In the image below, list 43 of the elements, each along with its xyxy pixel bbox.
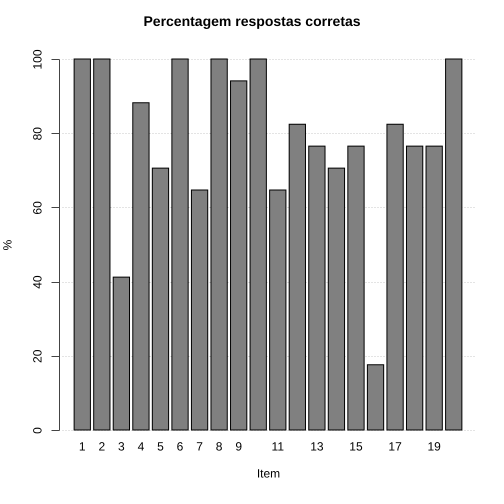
x-tick-label: 4 bbox=[138, 440, 145, 454]
x-tick-label: 11 bbox=[272, 440, 284, 454]
x-tick-label: 19 bbox=[428, 440, 442, 454]
bar bbox=[426, 146, 443, 430]
bar bbox=[250, 58, 267, 430]
y-tick-label: 80 bbox=[30, 126, 44, 140]
x-tick-label: 7 bbox=[196, 440, 204, 454]
bar bbox=[445, 58, 462, 430]
y-tick-label: 0 bbox=[30, 426, 44, 434]
x-tick-label: 3 bbox=[118, 440, 126, 454]
chart-title: Percentagem respostas corretas bbox=[143, 12, 361, 29]
bar bbox=[112, 276, 130, 430]
bar bbox=[366, 364, 384, 430]
x-tick-label: 5 bbox=[157, 440, 164, 454]
bar bbox=[230, 80, 248, 430]
bar bbox=[152, 168, 170, 430]
x-tick-label: 1 bbox=[78, 440, 86, 454]
bar bbox=[308, 146, 326, 430]
x-tick-label: 13 bbox=[310, 440, 324, 454]
bar bbox=[210, 58, 228, 430]
bar bbox=[347, 146, 365, 430]
x-axis-title: Item bbox=[256, 466, 280, 480]
bar bbox=[406, 146, 424, 430]
x-tick-label: 6 bbox=[176, 440, 184, 454]
y-tick-label: 20 bbox=[30, 349, 44, 363]
y-tick-label: 60 bbox=[30, 200, 44, 215]
y-tick-label: 100 bbox=[30, 49, 44, 70]
bar bbox=[328, 168, 346, 430]
bar bbox=[288, 124, 306, 430]
x-tick-label: 8 bbox=[216, 440, 223, 454]
x-tick-label: 17 bbox=[388, 440, 402, 454]
x-tick-label: 2 bbox=[98, 440, 106, 454]
bar bbox=[93, 58, 110, 430]
x-tick-label: 9 bbox=[235, 440, 242, 454]
bar bbox=[74, 58, 91, 430]
y-axis-title: % bbox=[0, 239, 14, 250]
bar bbox=[132, 102, 150, 430]
bar bbox=[171, 58, 189, 430]
bar bbox=[386, 124, 404, 430]
bar bbox=[269, 189, 286, 430]
bar bbox=[190, 189, 208, 430]
y-tick-label: 40 bbox=[30, 275, 44, 289]
x-tick-label: 15 bbox=[349, 440, 363, 454]
